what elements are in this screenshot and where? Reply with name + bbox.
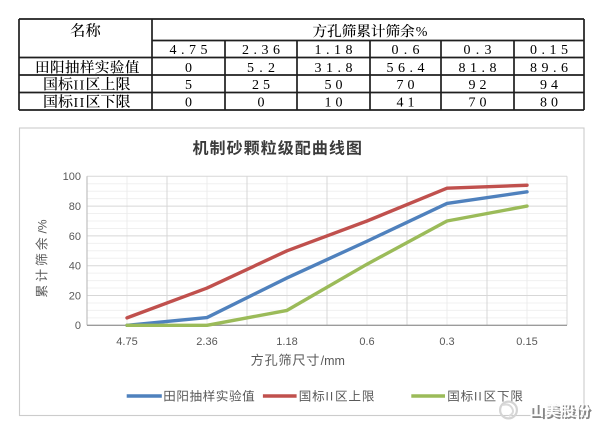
svg-text:II: II	[74, 78, 86, 93]
svg-text:4.75: 4.75	[116, 336, 137, 348]
svg-text:0: 0	[75, 320, 81, 332]
svg-text:II: II	[326, 390, 335, 404]
svg-text:/mm: /mm	[321, 354, 345, 368]
svg-text:5: 5	[185, 78, 192, 93]
svg-text:%: %	[416, 25, 428, 40]
svg-text:/%: /%	[35, 219, 49, 233]
svg-text:5.2: 5.2	[247, 61, 275, 76]
svg-text:0: 0	[185, 95, 192, 110]
svg-text:0.15: 0.15	[530, 43, 568, 58]
svg-text:1.18: 1.18	[276, 336, 297, 348]
svg-text:4.75: 4.75	[170, 43, 208, 58]
svg-text:0: 0	[258, 95, 265, 110]
svg-text:20: 20	[69, 290, 81, 302]
svg-text:2.36: 2.36	[242, 43, 280, 58]
svg-text:0.3: 0.3	[439, 336, 454, 348]
svg-text:60: 60	[69, 231, 81, 243]
svg-text:80: 80	[69, 201, 81, 213]
svg-text:0.15: 0.15	[516, 336, 537, 348]
svg-text:40: 40	[69, 261, 81, 273]
svg-text:0: 0	[185, 61, 192, 76]
svg-text:0.3: 0.3	[464, 43, 492, 58]
svg-text:0.6: 0.6	[392, 43, 420, 58]
svg-text:2.36: 2.36	[196, 336, 217, 348]
svg-text:II: II	[74, 96, 86, 111]
svg-text:1.18: 1.18	[315, 43, 353, 58]
svg-text:100: 100	[63, 171, 81, 183]
svg-text:II: II	[474, 390, 483, 404]
svg-text:0.6: 0.6	[359, 336, 374, 348]
